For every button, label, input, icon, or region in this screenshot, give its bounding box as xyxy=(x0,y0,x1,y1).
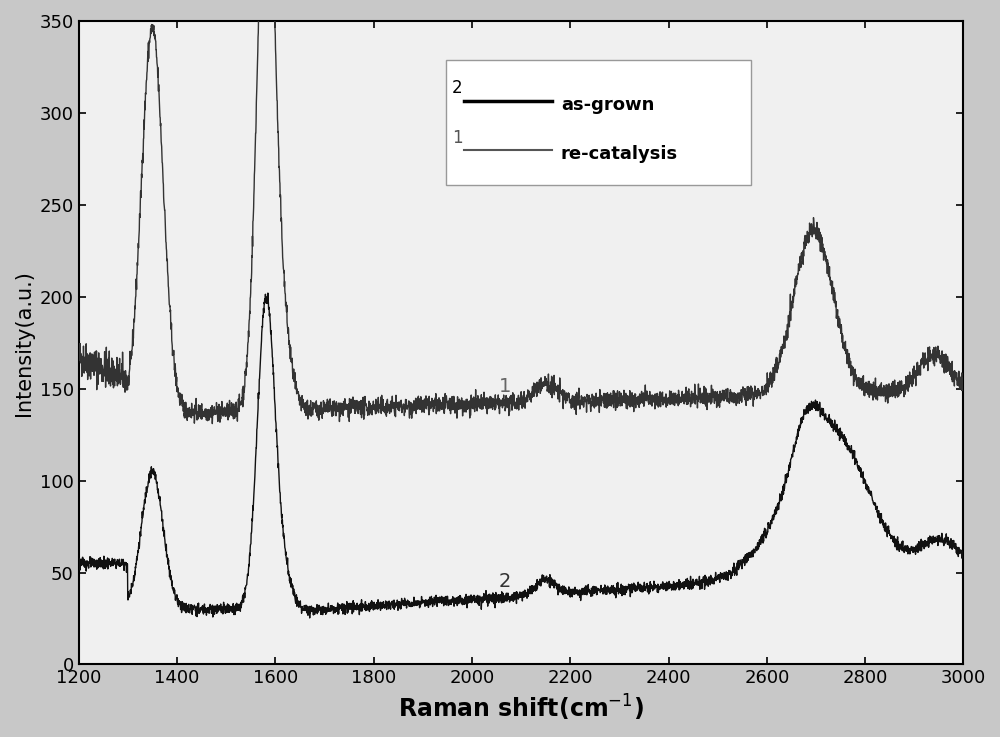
X-axis label: Raman shift(cm$^{-1}$): Raman shift(cm$^{-1}$) xyxy=(398,693,644,723)
Bar xyxy=(446,60,751,185)
Text: 1: 1 xyxy=(452,129,463,147)
Text: 2: 2 xyxy=(452,79,463,97)
Y-axis label: Intensity(a.u.): Intensity(a.u.) xyxy=(14,270,34,416)
Text: as-grown: as-grown xyxy=(561,96,654,113)
Text: re-catalysis: re-catalysis xyxy=(561,145,678,163)
Text: 1: 1 xyxy=(499,377,511,397)
Text: 2: 2 xyxy=(499,572,511,591)
